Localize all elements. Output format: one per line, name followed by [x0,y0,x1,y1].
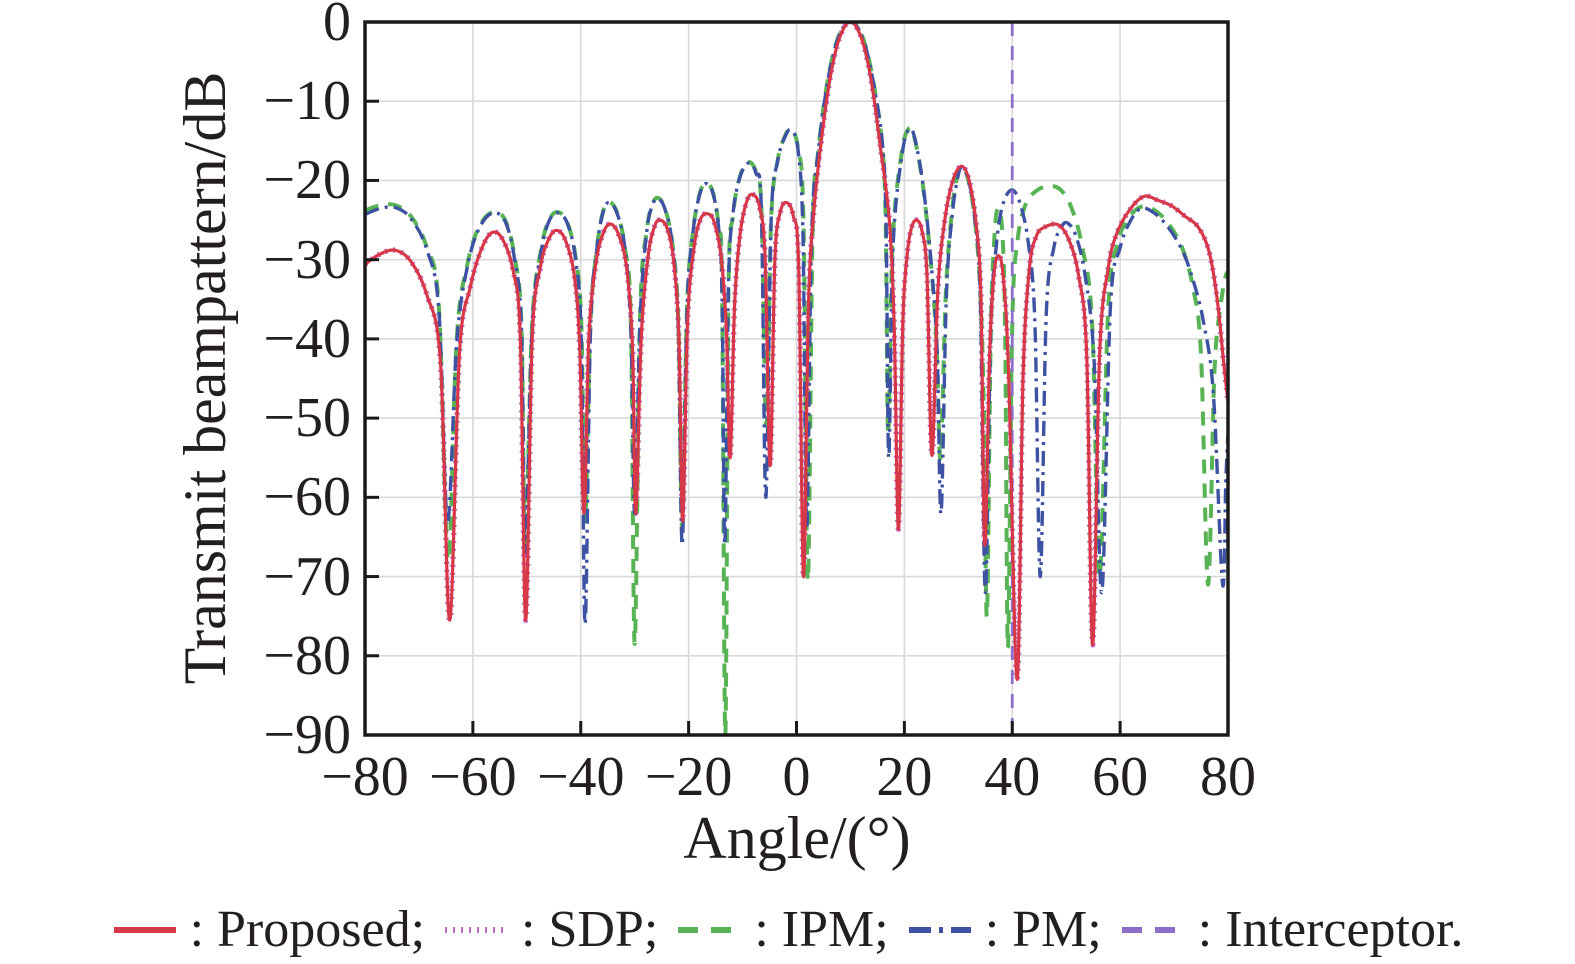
x-tick-−40: −40 [536,746,625,808]
y-tick-−80: −80 [263,624,351,687]
x-tick-−20: −20 [644,746,733,808]
y-axis-title: Transmit beampattern/dB [172,71,238,685]
plot-frame [363,20,1230,737]
y-tick-−50: −50 [263,387,351,450]
legend-item-pm: : PM; [907,904,1102,956]
series-lines [365,22,1228,735]
x-tick-0: 0 [782,746,811,808]
x-tick-60: 60 [1092,746,1149,808]
legend-label-interceptor: : Interceptor. [1197,901,1464,958]
y-tick-−90: −90 [263,704,351,766]
legend-item-proposed: : Proposed; [112,904,425,956]
x-axis-title: Angle/(°) [683,805,911,871]
legend-label-sdp: : SDP; [521,901,659,958]
legend-label-ipm: : IPM; [754,901,889,958]
legend-label-pm: : PM; [984,901,1102,958]
y-tick-0: 0 [323,0,351,53]
legend-pm-line-sample [908,927,971,933]
legend-item-ipm: : IPM; [676,901,889,958]
legend-sdp-line-sample [445,927,508,933]
legend-proposed-line-sample [113,927,176,933]
y-tick-−70: −70 [263,545,351,608]
x-tick-40: 40 [984,746,1041,808]
legend-ipm-line-sample [678,927,741,933]
y-tick-−40: −40 [263,307,351,370]
legend: : Proposed; : SDP; : IPM; : PM; : Intercepto… [0,900,1575,960]
y-tick-−60: −60 [263,466,351,529]
y-tick-−20: −20 [263,149,351,212]
legend-label-proposed: : Proposed; [189,901,426,958]
legend-item-interceptor: : Interceptor. [1120,901,1464,958]
legend-interceptor-line-sample [1121,927,1184,933]
x-tick-−80: −80 [321,746,409,808]
x-tick-20: 20 [876,746,933,808]
series-proposed-line [365,22,1228,682]
y-tick-−10: −10 [263,70,351,133]
x-tick-−60: −60 [429,746,517,808]
series-pm-line [365,22,1228,626]
chart-canvas [363,20,1230,737]
legend-item-sdp: : SDP; [443,904,658,956]
y-tick-−30: −30 [263,228,351,291]
x-tick-80: 80 [1200,746,1256,808]
